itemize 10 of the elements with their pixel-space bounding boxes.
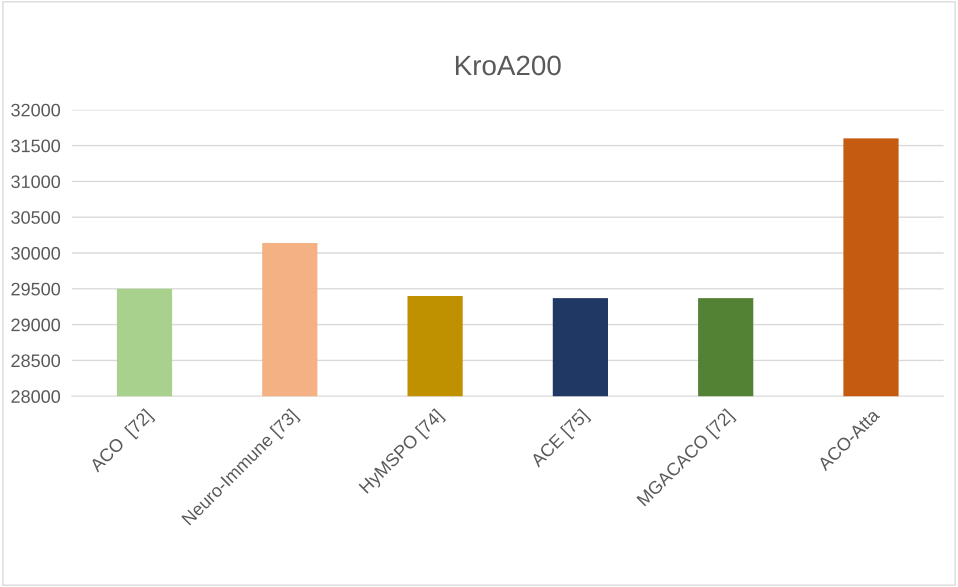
y-tick-label: 30000 (11, 246, 60, 260)
y-tick-label: 29000 (11, 318, 60, 332)
y-tick-label: 29500 (11, 282, 60, 296)
y-tick-label: 30500 (11, 211, 60, 224)
y-tick-label: 31500 (11, 140, 60, 152)
y-tick-label: 28500 (11, 354, 60, 368)
chart-title: KroA200 (456, 56, 561, 76)
y-tick-label: 32000 (11, 104, 60, 116)
y-tick-label: 28000 (11, 390, 60, 403)
y-tick-label: 31000 (11, 175, 60, 188)
